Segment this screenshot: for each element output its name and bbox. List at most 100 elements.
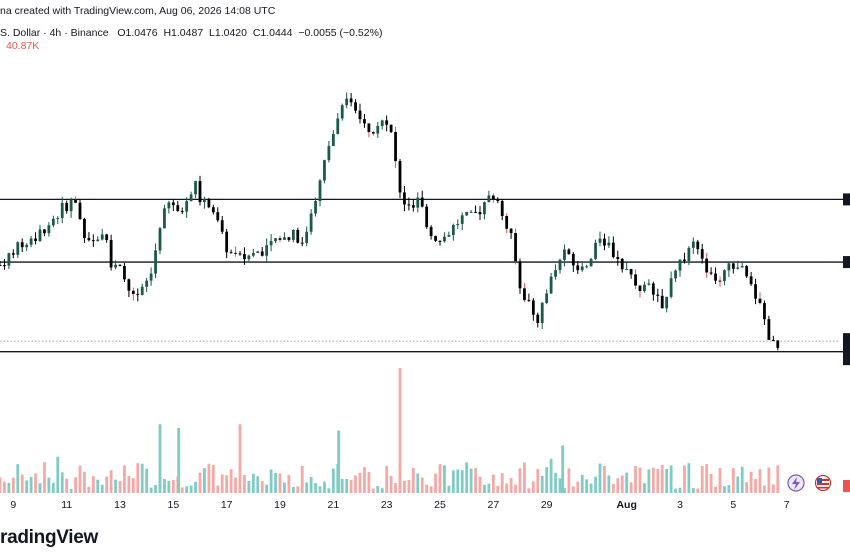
volume-bar <box>460 470 464 493</box>
candle-body <box>167 202 171 209</box>
volume-bar <box>549 458 553 493</box>
symbol-label: S. Dollar · 4h · Binance <box>0 27 109 39</box>
volume-bar <box>34 473 37 493</box>
candle-body <box>323 160 326 181</box>
volume-bars <box>0 368 780 493</box>
volume-bar <box>380 488 384 493</box>
volume-bar <box>323 481 326 493</box>
volume-bar <box>616 478 620 493</box>
candle-body <box>83 218 86 238</box>
candle-body <box>220 220 224 232</box>
us-flag-event-icon[interactable] <box>814 474 832 492</box>
volume-bar <box>660 464 664 493</box>
candle-body <box>131 290 135 294</box>
volume-bar <box>234 477 237 493</box>
volume-bar <box>665 468 669 493</box>
volume-bar <box>251 473 255 493</box>
volume-bar <box>154 484 157 493</box>
candle-body <box>620 258 624 270</box>
volume-bar <box>314 483 317 493</box>
volume-bar <box>25 480 29 493</box>
volume-bar <box>69 488 73 493</box>
x-tick-label: 5 <box>730 499 736 511</box>
candle-body <box>314 201 317 214</box>
volume-bar <box>705 464 709 493</box>
volume-bar <box>247 480 251 493</box>
volume-bar <box>620 475 624 493</box>
volume-bar <box>349 480 353 493</box>
x-tick-label: 15 <box>167 499 179 511</box>
candle-body <box>483 202 486 215</box>
high-value: H1.0487 <box>163 27 204 39</box>
candle-body <box>225 231 229 253</box>
volume-bar <box>300 465 304 493</box>
volume-spike <box>398 368 402 493</box>
volume-bar <box>220 474 224 493</box>
candle-body <box>74 199 77 203</box>
volume-bar <box>163 478 166 493</box>
candle-body <box>296 230 300 243</box>
candle-body <box>287 237 291 240</box>
candle-body <box>3 265 6 267</box>
candle-body <box>38 229 42 242</box>
x-tick-label: 25 <box>434 499 446 511</box>
volume-bar <box>305 482 309 493</box>
open-value: O1.0476 <box>117 27 158 39</box>
volume-bar <box>483 484 486 493</box>
volume-bar <box>145 468 149 493</box>
volume-bar <box>598 463 602 493</box>
candle-body <box>674 270 677 279</box>
volume-bar <box>554 472 557 493</box>
volume-bar <box>420 477 424 493</box>
volume-bar <box>309 477 313 493</box>
volume-bar <box>758 469 762 493</box>
volume-bar <box>603 466 606 493</box>
volume-bar <box>585 479 589 493</box>
candle-body <box>691 241 695 248</box>
volume-bar <box>594 476 597 493</box>
lightning-event-icon[interactable] <box>787 474 805 492</box>
candle-body <box>251 253 255 256</box>
x-tick-label: 11 <box>61 499 72 511</box>
candle-body <box>305 231 309 244</box>
candle-body <box>7 253 11 266</box>
candle-body <box>358 110 362 120</box>
overlays <box>787 474 832 492</box>
volume-bar <box>327 488 331 493</box>
volume-bar <box>274 472 277 493</box>
candle-body <box>491 195 495 200</box>
volume-bar <box>754 479 757 493</box>
candle-body <box>571 254 575 266</box>
volume-bar <box>149 487 153 493</box>
candle-body <box>594 242 597 259</box>
volume-bar <box>60 472 64 493</box>
candle-body <box>34 238 37 242</box>
candle-body <box>500 201 504 217</box>
candle-body <box>345 98 349 106</box>
volume-bar <box>718 468 722 493</box>
candle-body <box>531 300 535 315</box>
volume-bar <box>38 483 42 493</box>
candle-body <box>580 266 584 271</box>
candle-body <box>478 212 482 215</box>
candle-body <box>78 202 82 219</box>
candle-body <box>558 259 562 271</box>
volume-bar <box>47 477 51 493</box>
volume-bar <box>243 474 246 493</box>
volume-spike <box>177 428 181 493</box>
candle-body <box>69 199 73 212</box>
candle-body <box>65 202 69 212</box>
volume-bar <box>567 468 571 493</box>
x-tick-label: 19 <box>274 499 286 511</box>
volume-bar <box>580 474 584 493</box>
volume-bar <box>611 483 615 493</box>
candle-body <box>136 293 140 295</box>
volume-bar <box>496 485 500 493</box>
volume-bar <box>563 488 566 493</box>
candle-body <box>403 192 406 205</box>
volume-bar <box>674 488 677 493</box>
candle-body <box>563 249 566 260</box>
price-scale-label <box>843 333 850 366</box>
volume-bar <box>389 475 393 493</box>
